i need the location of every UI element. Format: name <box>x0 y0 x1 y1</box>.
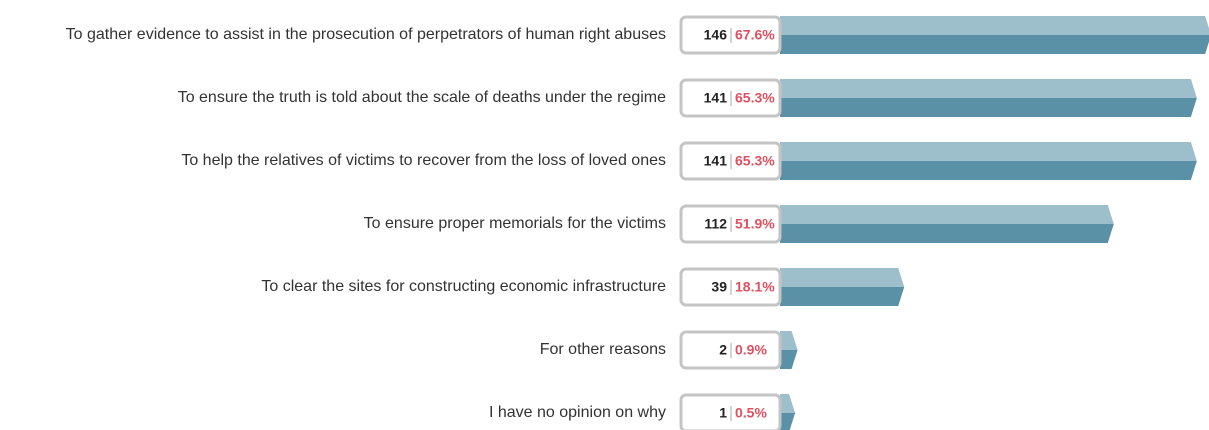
bar-top <box>780 331 798 350</box>
bar <box>780 16 1209 54</box>
bar-top <box>780 394 796 413</box>
bar <box>780 394 796 430</box>
bar <box>780 205 1114 243</box>
bar-bottom <box>780 224 1114 243</box>
category-label: To clear the sites for constructing econ… <box>261 278 666 295</box>
category-label: To ensure proper memorials for the victi… <box>364 215 666 232</box>
percent-label: 51.9% <box>735 216 775 232</box>
count-label: 112 <box>704 216 727 232</box>
count-label: 141 <box>704 90 728 106</box>
category-label: For other reasons <box>540 341 666 358</box>
category-label: To ensure the truth is told about the sc… <box>178 89 666 106</box>
percent-label: 67.6% <box>735 27 775 43</box>
count-label: 146 <box>704 27 728 43</box>
category-label: I have no opinion on why <box>489 404 666 421</box>
category-label: To gather evidence to assist in the pros… <box>66 26 666 43</box>
count-label: 141 <box>704 153 728 169</box>
bar-bottom <box>780 161 1197 180</box>
count-label: 39 <box>711 279 727 295</box>
count-label: 2 <box>719 342 727 358</box>
bar <box>780 268 905 306</box>
bar-top <box>780 142 1197 161</box>
bar-top <box>780 79 1197 98</box>
bar-top <box>780 205 1114 224</box>
percent-label: 0.9% <box>735 342 767 358</box>
percent-label: 0.5% <box>735 405 767 421</box>
percent-label: 65.3% <box>735 153 775 169</box>
bar-bottom <box>780 98 1197 117</box>
bar <box>780 142 1197 180</box>
count-label: 1 <box>719 405 727 421</box>
bar-top <box>780 16 1209 35</box>
category-label: To help the relatives of victims to reco… <box>181 152 666 169</box>
bar-top <box>780 268 905 287</box>
percent-label: 18.1% <box>735 279 775 295</box>
bar-bottom <box>780 350 798 369</box>
percent-label: 65.3% <box>735 90 775 106</box>
bar-bottom <box>780 35 1209 54</box>
bar <box>780 331 798 369</box>
bar <box>780 79 1197 117</box>
bar-bottom <box>780 287 905 306</box>
bar-bottom <box>780 413 796 430</box>
